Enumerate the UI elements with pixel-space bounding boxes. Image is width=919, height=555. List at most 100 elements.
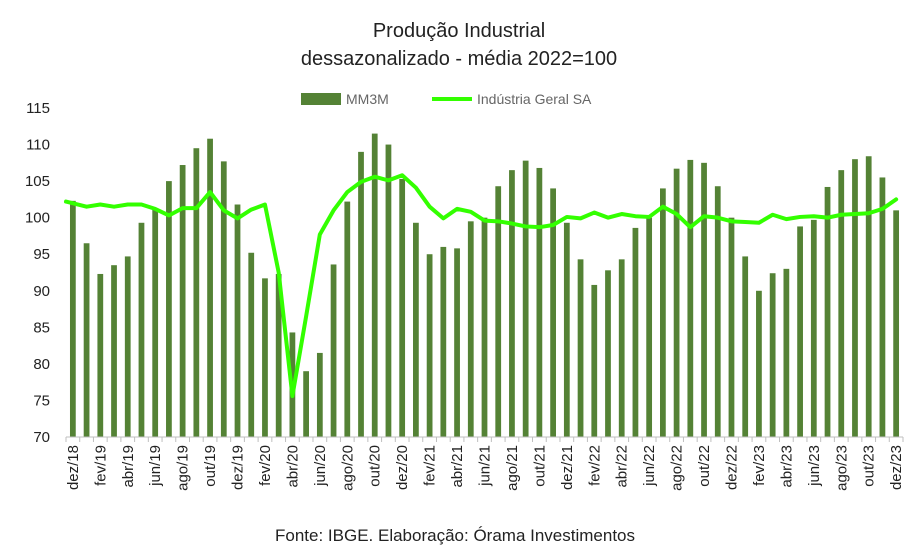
bar (536, 167, 543, 437)
bar (756, 290, 762, 437)
bar (810, 219, 817, 437)
chart-subtitle: dessazonalizado - média 2022=100 (301, 48, 617, 70)
bar (605, 270, 611, 437)
x-tick-label: fev/23 (751, 445, 768, 486)
bar (865, 156, 872, 437)
x-tick-label: ago/19 (175, 445, 192, 491)
x-tick-label: fev/22 (586, 445, 603, 486)
bar (454, 248, 460, 437)
x-tick-label: jun/19 (147, 445, 164, 487)
x-tick-label: abr/21 (449, 445, 466, 488)
x-tick-label: fev/19 (92, 445, 109, 486)
y-tick-label: 95 (33, 246, 50, 263)
bar (207, 138, 213, 437)
x-axis: dez/18 fev/19 abr/19 jun/19 ago/19 out/19 dez/… (65, 437, 905, 491)
bar (591, 284, 598, 437)
bar (248, 252, 255, 437)
y-axis: 70 75 80 85 90 95 100 105 110 115 (25, 100, 50, 446)
bar (275, 273, 282, 437)
bar (467, 221, 474, 437)
bar (550, 188, 556, 437)
x-tick-label: abr/20 (284, 445, 301, 488)
y-tick-label: 115 (26, 100, 50, 117)
y-tick-label: 90 (33, 283, 50, 300)
bar (166, 181, 172, 437)
bar (701, 162, 707, 437)
legend-label-bars: MM3M (346, 91, 389, 107)
x-tick-label: jun/22 (641, 445, 658, 487)
x-tick-label: out/19 (202, 445, 219, 487)
bar (262, 278, 268, 437)
y-tick-label: 100 (25, 210, 50, 227)
bar (783, 268, 790, 437)
x-tick-label: dez/22 (723, 445, 740, 490)
bar (852, 159, 858, 437)
bar (124, 256, 131, 437)
x-tick-label: jun/21 (477, 445, 494, 487)
bar (179, 165, 186, 437)
bar (646, 217, 653, 437)
bar (563, 222, 570, 437)
line-industria-geral-sa (64, 173, 899, 399)
bar (371, 133, 378, 437)
x-tick-label: ago/21 (504, 445, 521, 491)
bar (893, 210, 900, 437)
bar (673, 168, 680, 437)
bar (413, 222, 419, 437)
bar (481, 217, 488, 437)
bar (838, 170, 845, 437)
bar (824, 186, 831, 437)
x-tick-label: ago/22 (669, 445, 686, 491)
x-tick-label: dez/19 (230, 445, 247, 490)
bar (83, 243, 90, 437)
x-tick-label: out/20 (367, 445, 384, 487)
legend-swatch-bars (301, 93, 341, 105)
chart-source: Fonte: IBGE. Elaboração: Órama Investime… (275, 526, 635, 545)
x-tick-label: dez/23 (888, 445, 905, 490)
x-tick-label: dez/18 (65, 445, 82, 490)
bar (220, 161, 227, 437)
x-tick-label: jun/20 (312, 445, 329, 487)
x-tick-label: dez/21 (559, 445, 576, 490)
legend: MM3M Indústria Geral SA (301, 91, 592, 107)
x-tick-label: abr/22 (614, 445, 631, 488)
x-tick-label: out/21 (531, 445, 548, 487)
bar (742, 256, 749, 437)
bar (509, 170, 515, 437)
x-tick-label: jun/23 (806, 445, 823, 487)
chart-title: Produção Industrial (373, 20, 545, 42)
x-tick-label: abr/19 (120, 445, 137, 488)
x-tick-label: ago/20 (339, 445, 356, 491)
bar-series (69, 133, 900, 438)
y-tick-label: 110 (26, 137, 50, 154)
x-tick-label: dez/20 (394, 445, 411, 490)
x-tick-label: ago/23 (833, 445, 850, 491)
x-tick-label: out/23 (861, 445, 878, 487)
bar (632, 227, 639, 437)
y-tick-label: 80 (33, 356, 50, 373)
bar (769, 273, 776, 437)
legend-label-line: Indústria Geral SA (477, 91, 592, 107)
x-tick-label: abr/23 (778, 445, 795, 488)
x-tick-label: out/22 (696, 445, 713, 487)
bar (797, 226, 803, 437)
bar (69, 200, 76, 437)
bar (97, 273, 104, 437)
bar (687, 159, 694, 437)
bar (344, 201, 351, 437)
y-tick-label: 70 (33, 429, 50, 446)
bar (577, 259, 584, 437)
line-series (64, 173, 899, 399)
bar (714, 186, 721, 437)
bar (728, 217, 735, 437)
y-tick-label: 85 (33, 319, 50, 336)
bar (879, 177, 886, 437)
x-tick-label: fev/20 (257, 445, 274, 486)
bar (138, 222, 145, 437)
bar (495, 186, 502, 437)
bar (234, 204, 241, 437)
bar (440, 246, 447, 437)
bar (426, 254, 433, 437)
y-tick-label: 75 (33, 392, 50, 409)
bar (316, 352, 323, 437)
